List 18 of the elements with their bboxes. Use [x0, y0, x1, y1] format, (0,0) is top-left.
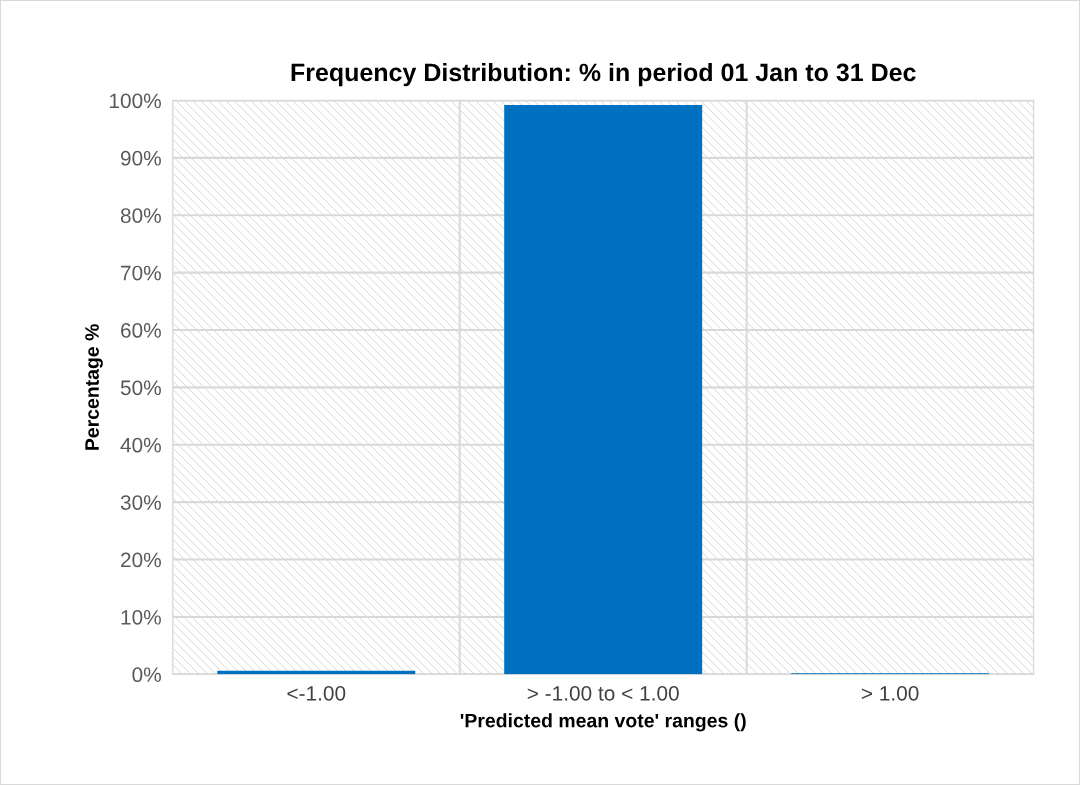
x-tick-label: > -1.00 to < 1.00 [527, 685, 679, 701]
y-tick-label: 50% [120, 380, 161, 396]
x-tick-label: > 1.00 [861, 685, 919, 701]
x-tick-label: <-1.00 [287, 685, 346, 701]
y-tick-label: 80% [120, 208, 161, 223]
chart-title: Frequency Distribution: % in period 01 Jan to 31 Dec [291, 62, 916, 87]
y-tick-label: 100% [110, 93, 161, 109]
y-tick-label: 60% [121, 323, 161, 338]
y-tick-label: 90% [120, 150, 161, 166]
y-tick-label: 10% [121, 609, 161, 625]
y-tick-label: 30% [120, 495, 161, 510]
y-tick-label: 40% [120, 437, 161, 453]
y-axis-title: Percentage % [85, 324, 103, 450]
y-tick-label: 70% [121, 265, 161, 281]
bar [504, 105, 703, 675]
x-axis-title: 'Predicted mean vote' ranges () [460, 713, 746, 732]
y-tick-label: 0% [132, 667, 161, 683]
y-tick-label: 20% [121, 552, 161, 568]
